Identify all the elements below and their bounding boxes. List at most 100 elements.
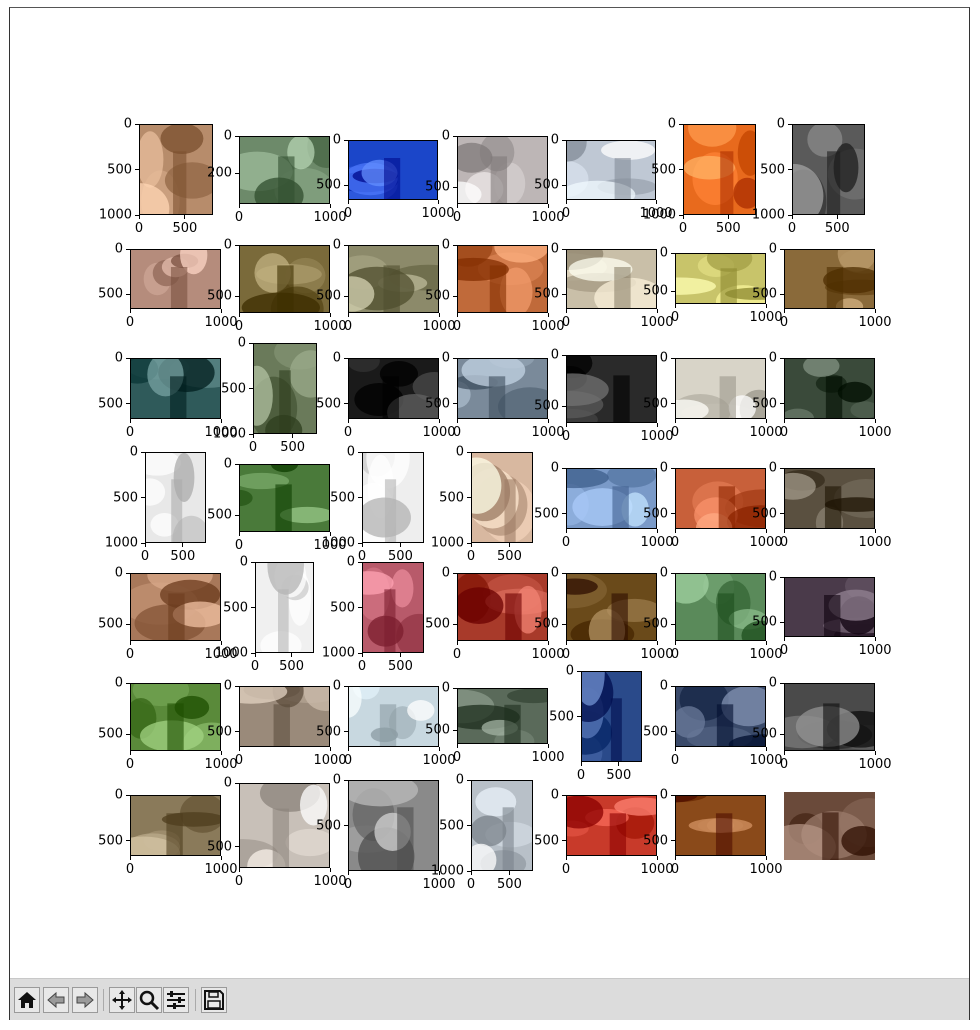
y-tick-mark bbox=[141, 451, 145, 453]
x-tick-mark bbox=[565, 423, 567, 427]
y-tick-mark bbox=[671, 290, 675, 292]
x-tick-label: 1000 bbox=[640, 647, 674, 662]
zoom-button[interactable] bbox=[136, 987, 162, 1013]
y-tick-label: 500 bbox=[207, 724, 232, 740]
subplot-image bbox=[457, 688, 548, 744]
y-tick-mark bbox=[235, 244, 239, 246]
x-tick-mark bbox=[438, 313, 440, 317]
x-tick-label: 1000 bbox=[531, 319, 565, 334]
y-tick-label: 0 bbox=[223, 678, 232, 694]
forward-button[interactable] bbox=[72, 987, 98, 1013]
y-tick-label: 0 bbox=[237, 335, 246, 351]
x-tick-mark bbox=[238, 204, 240, 208]
x-tick-label: 1000 bbox=[204, 862, 238, 877]
y-tick-label: 0 bbox=[550, 132, 559, 148]
configure-subplots-button[interactable] bbox=[163, 987, 189, 1013]
arrow-right-icon bbox=[76, 991, 94, 1009]
x-tick-label: 500 bbox=[172, 221, 198, 236]
x-tick-mark bbox=[783, 419, 785, 423]
x-tick-mark bbox=[220, 856, 222, 860]
y-tick-label: 0 bbox=[550, 241, 559, 257]
y-tick-label: 500 bbox=[98, 616, 123, 632]
y-tick-label: 500 bbox=[107, 162, 132, 177]
x-tick-mark bbox=[682, 215, 684, 219]
y-tick-mark bbox=[780, 293, 784, 295]
x-tick-mark bbox=[456, 641, 458, 645]
y-tick-label: 1000 bbox=[214, 645, 248, 661]
x-tick-mark bbox=[655, 200, 657, 204]
x-tick-label: 0 bbox=[343, 877, 353, 892]
y-tick-mark bbox=[126, 293, 130, 295]
y-tick-label: 0 bbox=[129, 444, 138, 460]
x-tick-label: 1000 bbox=[531, 647, 565, 662]
x-tick-label: 500 bbox=[280, 440, 306, 455]
pan-button[interactable] bbox=[109, 987, 135, 1013]
x-tick-mark bbox=[456, 419, 458, 423]
y-tick-label: 0 bbox=[565, 663, 574, 679]
x-tick-label: 1000 bbox=[858, 315, 892, 330]
x-tick-mark bbox=[765, 529, 767, 533]
x-tick-label: 0 bbox=[779, 315, 789, 330]
subplot-image bbox=[457, 358, 548, 419]
y-tick-mark bbox=[577, 716, 581, 717]
y-tick-mark bbox=[788, 169, 792, 170]
y-tick-label: 500 bbox=[534, 398, 559, 414]
x-tick-mark bbox=[220, 641, 222, 645]
y-tick-label: 0 bbox=[768, 350, 777, 366]
y-tick-mark bbox=[251, 561, 255, 563]
y-tick-label: 500 bbox=[221, 381, 246, 396]
y-tick-mark bbox=[453, 572, 457, 574]
x-tick-mark bbox=[399, 653, 401, 657]
x-tick-label: 500 bbox=[497, 549, 522, 564]
subplot-image bbox=[581, 671, 642, 762]
y-tick-mark bbox=[358, 451, 362, 453]
x-tick-label: 1000 bbox=[858, 643, 892, 658]
y-tick-mark bbox=[467, 779, 471, 781]
x-tick-label: 1000 bbox=[640, 862, 674, 877]
y-tick-mark bbox=[577, 670, 581, 672]
save-button[interactable] bbox=[201, 987, 227, 1013]
x-tick-label: 0 bbox=[670, 310, 680, 325]
y-tick-mark bbox=[344, 139, 348, 141]
x-tick-label: 0 bbox=[234, 753, 244, 768]
x-tick-mark bbox=[438, 871, 440, 875]
y-tick-label: 0 bbox=[441, 237, 450, 253]
x-tick-mark bbox=[674, 419, 676, 423]
x-tick-mark bbox=[138, 215, 140, 219]
x-tick-mark bbox=[547, 419, 549, 423]
x-tick-mark bbox=[674, 747, 676, 751]
x-tick-label: 1000 bbox=[313, 210, 347, 225]
y-tick-mark bbox=[344, 184, 348, 186]
x-tick-mark bbox=[361, 653, 363, 657]
x-tick-label: 0 bbox=[234, 319, 244, 334]
subplot-image bbox=[471, 780, 533, 871]
y-tick-mark bbox=[135, 214, 139, 216]
x-tick-mark bbox=[329, 532, 331, 536]
subplot-image bbox=[566, 468, 657, 529]
y-tick-label: 500 bbox=[534, 177, 559, 193]
y-tick-mark bbox=[562, 513, 566, 515]
x-tick-label: 1000 bbox=[531, 750, 565, 765]
x-tick-mark bbox=[547, 313, 549, 317]
y-tick-mark bbox=[780, 576, 784, 578]
back-button[interactable] bbox=[43, 987, 69, 1013]
y-tick-label: 500 bbox=[316, 724, 341, 740]
subplot-image bbox=[239, 136, 330, 204]
x-tick-mark bbox=[220, 419, 222, 423]
y-tick-mark bbox=[562, 572, 566, 574]
x-tick-label: 0 bbox=[466, 549, 476, 564]
x-tick-label: 1000 bbox=[313, 753, 347, 768]
y-tick-label: 0 bbox=[550, 460, 559, 476]
y-tick-mark bbox=[358, 542, 362, 544]
x-tick-label: 0 bbox=[343, 206, 353, 221]
x-tick-mark bbox=[508, 871, 510, 875]
y-tick-label: 500 bbox=[643, 396, 668, 412]
y-tick-label: 0 bbox=[239, 554, 248, 570]
x-tick-label: 1000 bbox=[749, 647, 783, 662]
y-tick-mark bbox=[344, 825, 348, 826]
y-tick-mark bbox=[249, 342, 253, 344]
home-button[interactable] bbox=[14, 987, 40, 1013]
subplot-image bbox=[130, 573, 221, 641]
y-tick-label: 500 bbox=[643, 283, 668, 299]
y-tick-label: 0 bbox=[346, 444, 355, 460]
